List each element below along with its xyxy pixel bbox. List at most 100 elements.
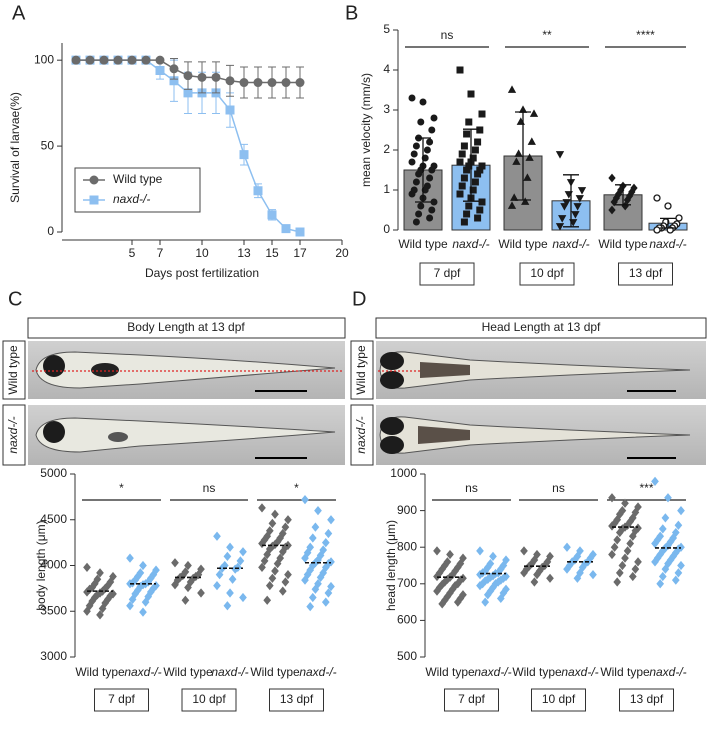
point: [226, 542, 234, 552]
point: [563, 542, 571, 552]
point: [303, 570, 312, 580]
point: [621, 498, 629, 508]
y-tick-label: 0: [47, 224, 54, 238]
group-box: [419, 262, 475, 286]
group-box: [519, 262, 575, 286]
point: [428, 166, 436, 174]
point: [308, 533, 317, 543]
point: [453, 597, 462, 607]
point: [268, 573, 277, 583]
point: [529, 109, 539, 117]
group-label: 10 dpf: [530, 266, 564, 280]
x-tick-label: Wild type: [163, 665, 213, 679]
point: [258, 538, 266, 549]
point: [458, 182, 466, 190]
point: [109, 571, 117, 582]
point: [675, 214, 683, 222]
x-tick-label: Wild type: [75, 665, 125, 679]
x-tick-label: Wild type: [600, 665, 650, 679]
point: [507, 85, 517, 93]
point: [281, 78, 291, 88]
point: [284, 570, 292, 580]
panel-label: A: [12, 2, 26, 24]
point: [626, 538, 635, 549]
point: [223, 601, 232, 611]
point: [410, 150, 418, 158]
y-axis-label: mean velocity (mm/s): [359, 73, 373, 187]
point: [476, 206, 484, 214]
point: [415, 210, 423, 218]
point: [510, 193, 519, 201]
point: [456, 66, 464, 74]
point: [496, 593, 505, 604]
error-bar: [515, 111, 531, 201]
point: [253, 78, 263, 88]
point: [460, 142, 468, 150]
point: [139, 560, 147, 571]
fish-pigment: [420, 362, 470, 378]
point: [412, 218, 420, 226]
point: [267, 210, 277, 220]
point: [126, 601, 134, 611]
error-bar: [660, 217, 676, 229]
point: [415, 170, 423, 178]
point: [319, 545, 328, 555]
point: [239, 592, 247, 603]
image-title-box: [375, 317, 707, 339]
error-bar: [463, 128, 479, 202]
point: [428, 206, 436, 214]
point: [408, 158, 416, 166]
point: [474, 138, 482, 146]
point: [481, 597, 490, 607]
point: [421, 186, 429, 194]
point: [465, 118, 473, 126]
point: [656, 579, 665, 589]
point: [96, 610, 104, 620]
point: [295, 78, 305, 88]
row-label-box: [350, 340, 374, 400]
fish: [35, 351, 336, 389]
y-tick-label: 4: [383, 62, 390, 76]
x-tick-label: naxd-/-: [552, 237, 589, 251]
point: [433, 586, 441, 596]
significance-label: ***: [639, 481, 653, 495]
point: [555, 151, 565, 159]
y-tick-label: 100: [34, 52, 54, 66]
point: [608, 493, 616, 503]
point: [155, 65, 165, 75]
point: [463, 210, 471, 218]
y-tick-label: 4500: [40, 512, 67, 526]
point: [417, 202, 425, 210]
legend-label: Wild type: [113, 172, 163, 186]
point: [263, 595, 272, 605]
row-label-box: [2, 340, 26, 400]
point: [661, 513, 670, 523]
point: [239, 78, 249, 88]
point: [85, 55, 95, 65]
point: [546, 573, 554, 583]
point: [560, 203, 569, 211]
y-tick-label: 50: [41, 138, 55, 152]
point: [514, 149, 523, 157]
point: [631, 507, 640, 518]
point: [239, 547, 247, 557]
point: [499, 588, 508, 598]
point: [610, 542, 619, 552]
point: [218, 563, 227, 573]
point: [408, 190, 416, 198]
point: [295, 227, 305, 237]
point: [308, 592, 317, 603]
point: [613, 535, 622, 545]
point: [197, 72, 207, 82]
point: [476, 126, 484, 134]
x-tick-label: Wild type: [598, 237, 648, 251]
fish-bladder: [91, 363, 119, 377]
point: [512, 157, 521, 165]
row-label: naxd-/-: [6, 416, 20, 453]
point: [127, 55, 137, 65]
point: [83, 562, 91, 572]
point: [577, 187, 587, 195]
point: [446, 549, 454, 560]
fish-bladder: [108, 432, 128, 442]
group-label: 10 dpf: [192, 692, 226, 706]
